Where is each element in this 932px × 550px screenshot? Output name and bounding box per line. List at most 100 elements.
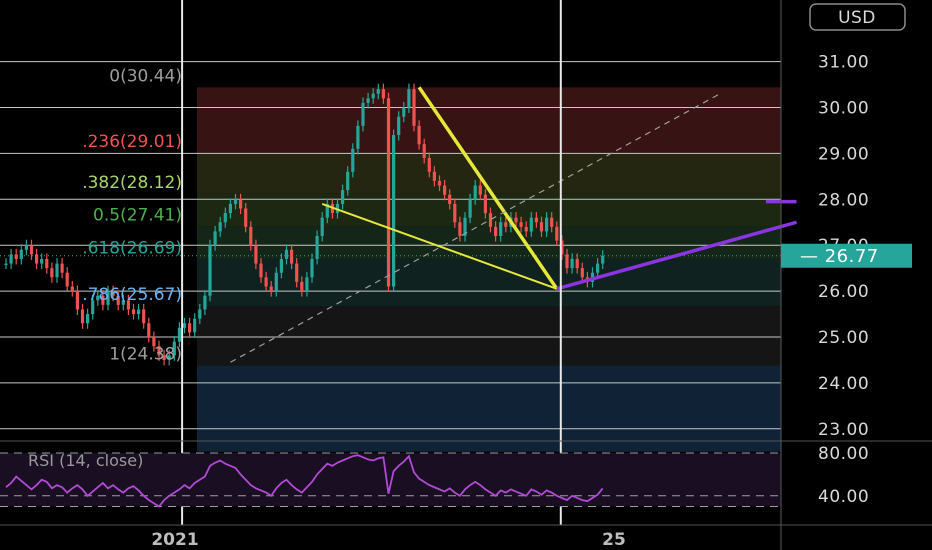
fib-level-label: .236(29.01) (82, 132, 182, 152)
price-body (534, 217, 538, 223)
fib-level-label: 0(30.44) (109, 66, 182, 86)
price-body (565, 254, 569, 269)
price-body (86, 314, 90, 324)
price-body (601, 255, 605, 264)
price-body (580, 268, 584, 278)
price-body (218, 222, 222, 232)
price-body (468, 199, 472, 218)
price-body (40, 258, 44, 264)
price-body (524, 226, 528, 232)
price-tick-label: 23.00 (818, 420, 869, 440)
fib-zone-3 (197, 226, 781, 260)
price-body (233, 199, 238, 204)
price-body (315, 236, 319, 259)
rsi-pane[interactable]: RSI (14, close) (0, 440, 932, 508)
falling-wedge-upper (417, 86, 559, 290)
price-tick-label: 24.00 (818, 374, 869, 394)
price-body (203, 295, 207, 310)
price-body (361, 102, 365, 126)
price-body (50, 268, 54, 278)
price-body (539, 222, 544, 232)
currency-badge[interactable] (809, 3, 906, 31)
rsi-band (0, 453, 781, 507)
price-body (269, 286, 273, 292)
price-body (244, 208, 248, 227)
price-body (223, 213, 227, 223)
rsi-tick-label: 40.00 (818, 487, 869, 507)
price-body (453, 203, 457, 223)
price-axis[interactable]: USD 31.0030.0029.0028.0027.0026.0025.002… (780, 0, 912, 550)
price-body (519, 222, 523, 227)
projection-line (556, 220, 797, 291)
price-body (172, 341, 176, 356)
price-body (167, 355, 171, 360)
price-body (488, 213, 493, 227)
price-gridlines (0, 61, 781, 430)
price-body (193, 318, 197, 333)
price-body (473, 185, 477, 200)
price-body (341, 190, 345, 204)
price-body (443, 185, 447, 195)
fibonacci-labels: 0(30.44) .236(29.01) .382(28.12) 0.5(27.41)… (82, 66, 182, 364)
price-body (529, 217, 533, 232)
price-body (254, 245, 258, 264)
price-body (499, 222, 503, 237)
price-body (96, 295, 100, 301)
price-body (106, 291, 110, 305)
price-tick-label: 29.00 (818, 144, 869, 164)
price-body (116, 295, 120, 305)
price-body (35, 254, 39, 264)
price-body (422, 144, 426, 158)
price-body (111, 291, 115, 296)
price-body (575, 258, 579, 269)
price-body (371, 93, 375, 99)
price-body (177, 327, 181, 342)
price-body (300, 281, 304, 292)
vertical-markers (181, 0, 562, 525)
rsi-tick-label: 80.00 (818, 444, 869, 464)
price-body (560, 240, 564, 255)
fib-level-label: .382(28.12) (82, 173, 182, 193)
price-tick-label: 25.00 (818, 328, 869, 348)
fib-zone-5 (197, 306, 781, 366)
price-body (305, 277, 309, 292)
price-body (555, 226, 559, 241)
price-body (249, 226, 253, 246)
price-body (412, 89, 416, 126)
price-body (29, 245, 34, 255)
price-body (437, 180, 442, 186)
price-body (351, 148, 355, 172)
fib-level-label: 1(24.38) (109, 344, 182, 364)
last-price-badge (781, 243, 912, 268)
fib-level-label: .618(26.69) (82, 238, 182, 258)
price-body (14, 254, 18, 259)
price-body (279, 258, 283, 273)
price-series (4, 83, 605, 366)
drawing-tools[interactable] (230, 86, 797, 363)
currency-label: USD (838, 8, 876, 28)
price-tick-label: 26.00 (818, 282, 869, 302)
price-body (427, 157, 431, 172)
price-body (514, 217, 518, 223)
price-body (274, 272, 278, 292)
price-body (4, 263, 8, 266)
price-body (70, 286, 74, 292)
fib-zone-0 (197, 87, 781, 153)
price-body (320, 217, 324, 237)
price-body (208, 245, 212, 296)
price-body (381, 89, 385, 99)
price-tick-label: 31.00 (818, 53, 869, 73)
rsi-title: RSI (14, close) (28, 451, 143, 470)
price-body (162, 355, 166, 360)
price-body (494, 226, 498, 237)
price-body (432, 171, 436, 181)
price-body (55, 263, 59, 278)
time-axis: 2021 25 (0, 524, 932, 550)
price-body (596, 263, 600, 273)
price-body (157, 346, 161, 356)
fib-level-label: 0.5(27.41) (93, 205, 182, 225)
price-body (19, 249, 23, 259)
price-body (310, 258, 314, 278)
price-body (142, 309, 146, 324)
